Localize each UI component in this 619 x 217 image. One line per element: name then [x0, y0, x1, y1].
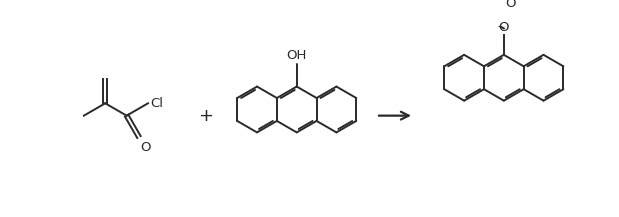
Text: O: O: [140, 141, 150, 155]
Text: +: +: [199, 107, 214, 125]
Text: O: O: [498, 21, 509, 34]
Text: Cl: Cl: [150, 97, 163, 110]
Text: O: O: [506, 0, 516, 10]
Text: OH: OH: [287, 49, 307, 62]
